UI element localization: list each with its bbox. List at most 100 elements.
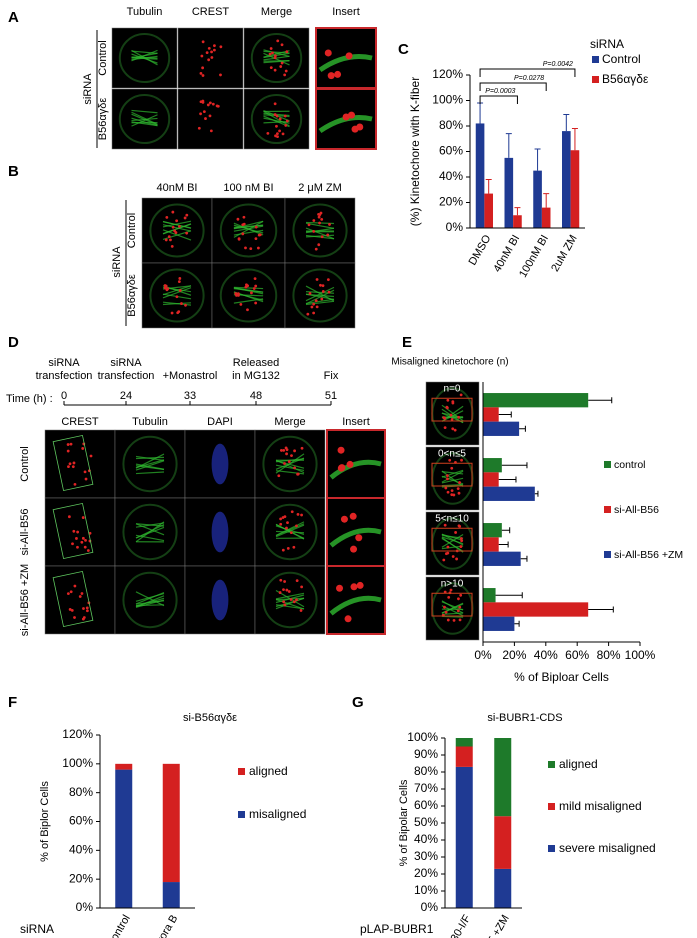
cell-outline (149, 203, 205, 258)
kinetochore-dot (71, 465, 75, 469)
timeline-time: 51 (325, 390, 337, 402)
kinetochore-dot (202, 110, 206, 114)
cell-outline (149, 268, 205, 323)
kinetochore-dot (450, 489, 454, 492)
error-bar (520, 555, 528, 562)
kinetochore-dot (245, 283, 248, 287)
kinetochore-dot (285, 50, 289, 54)
error-bar (519, 425, 526, 432)
kinetochore-dot (458, 605, 462, 609)
x-tick-label: Control (105, 913, 133, 938)
kinetochore-dot (443, 590, 447, 594)
kinetochore-dot (199, 71, 203, 75)
kinetochore-dot (459, 593, 463, 597)
y-tick-label: 60% (414, 798, 438, 812)
legend-label: severe misaligned (559, 841, 656, 855)
kinetochore-dot (275, 124, 278, 128)
kinetochore-dot (208, 101, 212, 105)
x-tick-label: 40% (534, 648, 558, 662)
kinetochore-dot (71, 542, 74, 546)
column-header: Merge (261, 6, 292, 18)
row-label: B56αγδε (97, 98, 109, 141)
kinetochore-dot (81, 516, 85, 519)
kinetochore-dot (180, 302, 183, 305)
y-tick-label: 40% (439, 169, 463, 183)
y-tick-label: 20% (414, 866, 438, 880)
group-label: siRNA (111, 246, 123, 278)
kinetochore-dot (295, 579, 299, 583)
bar-segment (455, 766, 473, 908)
error-bar (514, 620, 520, 627)
kinetochore-dot (252, 287, 256, 290)
spindle-fiber (275, 604, 305, 610)
kinetochore-dot (317, 243, 321, 247)
x-axis-label: % of Biploar Cells (514, 670, 609, 684)
insert-dot (334, 70, 342, 78)
kinetochore-dot (241, 232, 245, 236)
chart-title: Misaligned kinetochore (n) (391, 357, 508, 368)
column-header: CREST (192, 6, 230, 18)
roi-box (431, 462, 473, 487)
spindle-fiber (441, 484, 464, 487)
kinetochore-dot (276, 135, 279, 139)
x-axis-label: siRNA (20, 922, 54, 936)
y-tick-label: 20% (69, 871, 93, 885)
bar (475, 123, 485, 228)
kinetochore-dot (314, 299, 318, 302)
kinetochore-dot (81, 536, 85, 540)
kinetochore-dot (204, 117, 207, 120)
micrograph (114, 565, 186, 635)
kinetochore-dot (290, 454, 293, 458)
insert-fiber (329, 527, 382, 548)
kinetochore-dot (300, 585, 304, 589)
kinetochore-dot (320, 297, 324, 301)
spindle-fiber (263, 55, 290, 61)
kinetochore-dot (284, 446, 288, 450)
kinetochore-dot (219, 45, 223, 49)
kinetochore-dot (326, 278, 330, 282)
kinetochore-dot (254, 301, 258, 305)
y-tick-label: 80% (414, 764, 438, 778)
cell-outline (122, 571, 178, 629)
timeline-time: 33 (184, 390, 196, 402)
kinetochore-dot (201, 66, 205, 70)
legend-swatch (238, 811, 245, 818)
spindle-fiber (162, 285, 192, 296)
kinetochore-dot (282, 448, 286, 452)
kinetochore-dot (66, 592, 70, 596)
cell-outline (262, 435, 318, 493)
timeline-event: siRNA (48, 357, 80, 369)
panel-label: C (398, 41, 409, 58)
kinetochore-dot (442, 416, 446, 420)
error-bar (588, 397, 613, 404)
y-tick-label: 0% (421, 900, 439, 914)
kinetochore-dot (451, 400, 455, 404)
spindle-fiber (135, 523, 165, 536)
kinetochore-dot (68, 608, 72, 611)
kinetochore-dot (452, 618, 456, 622)
error-bar (534, 148, 541, 171)
kinetochore-dot (174, 231, 178, 234)
kinetochore-dot (208, 114, 212, 118)
kinetochore-dot (73, 482, 77, 486)
kinetochore-dot (279, 517, 283, 521)
kinetochore-dot (201, 99, 205, 103)
y-tick-label: 120% (432, 67, 463, 81)
kinetochore-dot (197, 126, 201, 130)
x-tick-label: Aurora B (148, 913, 180, 938)
legend-swatch (604, 551, 611, 558)
timeline-event: +Monastrol (163, 370, 218, 382)
panel-label: G (352, 694, 364, 711)
kinetochore-dot (209, 129, 213, 133)
kinetochore-dot (457, 597, 460, 601)
y-tick-label: 80% (439, 118, 463, 132)
kinetochore-dot (443, 523, 447, 527)
kinetochore-dot (175, 219, 179, 223)
y-tick-label: 50% (414, 815, 438, 829)
kinetochore-dot (268, 52, 272, 56)
kinetochore-dot (289, 598, 293, 601)
spindle-fiber (233, 224, 264, 234)
kinetochore-dot (273, 68, 277, 72)
kinetochore-dot (75, 537, 78, 540)
spindle-fiber (305, 227, 335, 234)
